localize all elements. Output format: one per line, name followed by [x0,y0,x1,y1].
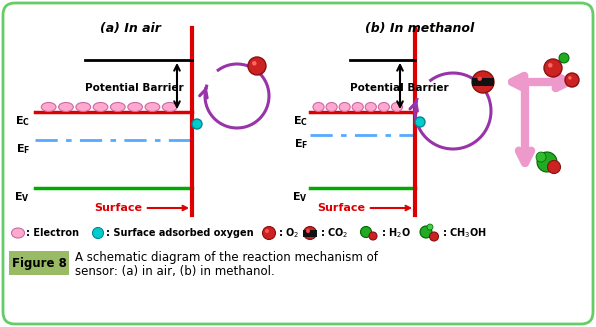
Text: $\mathbf{E_F}$: $\mathbf{E_F}$ [15,142,30,156]
Circle shape [262,227,275,239]
Text: : H$_2$O: : H$_2$O [381,226,411,240]
Circle shape [248,57,266,75]
Text: Surface: Surface [94,203,187,213]
FancyBboxPatch shape [3,3,593,324]
Text: Potential Barrier: Potential Barrier [85,83,184,93]
Bar [303,230,317,236]
Ellipse shape [58,102,73,112]
Circle shape [544,59,562,77]
Text: : Surface adsorbed oxygen: : Surface adsorbed oxygen [106,228,254,238]
Ellipse shape [76,102,91,112]
Ellipse shape [145,102,160,112]
Ellipse shape [110,102,125,112]
Circle shape [565,73,579,87]
Ellipse shape [352,102,364,112]
Circle shape [192,119,202,129]
Circle shape [361,227,371,237]
Ellipse shape [162,102,177,112]
Ellipse shape [326,102,337,112]
Ellipse shape [313,102,324,112]
Text: Potential Barrier: Potential Barrier [350,83,449,93]
Text: : CO$_2$: : CO$_2$ [320,226,349,240]
Ellipse shape [365,102,376,112]
Text: Surface: Surface [317,203,410,213]
Circle shape [252,61,256,65]
Circle shape [537,152,557,172]
Text: : O$_2$: : O$_2$ [278,226,299,240]
Circle shape [303,227,316,239]
Circle shape [477,77,482,81]
Text: (a) In air: (a) In air [100,22,160,35]
Text: (b) In methanol: (b) In methanol [365,22,474,35]
FancyBboxPatch shape [9,251,69,275]
Ellipse shape [339,102,350,112]
Ellipse shape [378,102,389,112]
Circle shape [536,152,546,162]
Circle shape [420,226,432,238]
Text: sensor: (a) in air, (b) in methanol.: sensor: (a) in air, (b) in methanol. [75,266,275,279]
Ellipse shape [392,102,402,112]
Ellipse shape [11,228,24,238]
Text: $\mathbf{E_V}$: $\mathbf{E_V}$ [14,190,30,204]
Circle shape [415,117,425,127]
Circle shape [265,229,269,233]
Circle shape [92,228,104,238]
Circle shape [548,63,552,68]
Text: : Electron: : Electron [26,228,79,238]
Text: Figure 8: Figure 8 [11,256,66,269]
Text: $\mathbf{E_C}$: $\mathbf{E_C}$ [15,114,30,128]
Text: $\mathbf{E_F}$: $\mathbf{E_F}$ [294,137,308,151]
Text: : CH$_3$OH: : CH$_3$OH [442,226,487,240]
Circle shape [559,53,569,63]
Ellipse shape [128,102,142,112]
Ellipse shape [93,102,108,112]
Circle shape [369,232,377,240]
Circle shape [430,232,439,241]
Circle shape [472,71,494,93]
Text: $\mathbf{E_V}$: $\mathbf{E_V}$ [292,190,308,204]
Ellipse shape [41,102,56,112]
Circle shape [568,76,572,80]
Text: A schematic diagram of the reaction mechanism of: A schematic diagram of the reaction mech… [75,251,378,265]
Bar [472,78,494,86]
Circle shape [427,224,433,230]
Circle shape [306,229,310,233]
Circle shape [548,161,560,174]
Text: $\mathbf{E_C}$: $\mathbf{E_C}$ [293,114,308,128]
